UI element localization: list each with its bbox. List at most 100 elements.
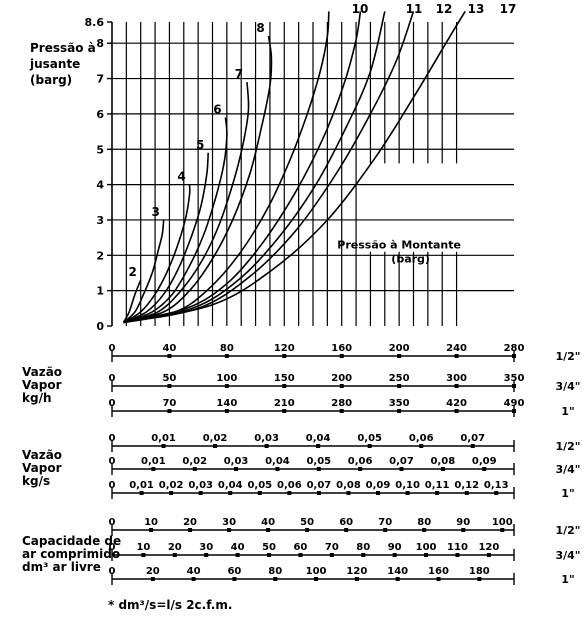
scale-tick	[257, 491, 262, 495]
scale-row: 0 40 80 120 160 200 240 280 1/2"	[109, 343, 581, 363]
scale-tick-label: 0	[109, 480, 116, 491]
scale-row: 0 0,01 0,02 0,03 0,04 0,05 0,06 0,07 1/2"	[109, 433, 581, 453]
scale-tick-label: 30	[222, 517, 236, 528]
scale-tick-label: 0,03	[188, 480, 213, 491]
scale-tick-label: 40	[261, 517, 275, 528]
scale-tick-label: 20	[183, 517, 197, 528]
scale-tick-label: 0,08	[336, 480, 361, 491]
scale-tick-label: 100	[492, 517, 513, 528]
scale-tick	[397, 354, 402, 358]
y-tick-label: 1	[96, 285, 104, 298]
scale-tick-label: 0,09	[472, 456, 497, 467]
steam-kgs-label: Vazão Vapor kg/s	[22, 449, 132, 488]
scale-tick-label: 0,07	[460, 433, 485, 444]
scale-tick-label: 0,06	[348, 456, 373, 467]
scale-size-label: 3/4"	[555, 549, 580, 562]
scale-tick-label: 160	[428, 566, 449, 577]
scale-size-label: 3/4"	[555, 380, 580, 393]
scale-tick-label: 350	[504, 373, 525, 384]
scale-tick	[305, 528, 310, 532]
scale-tick	[346, 491, 351, 495]
curve-label: 8	[256, 21, 264, 35]
scale-tick	[151, 467, 156, 471]
scale-tick	[161, 444, 166, 448]
curve-label: 12	[436, 2, 453, 16]
scale-tick	[470, 444, 475, 448]
scale-tick-label: 490	[504, 398, 525, 409]
scale-tick	[287, 491, 292, 495]
scale-tick-label: 0,01	[141, 456, 166, 467]
scale-tick-label: 180	[469, 566, 490, 577]
scale-tick	[139, 491, 144, 495]
scale-tick-label: 10	[136, 542, 150, 553]
scale-tick	[454, 354, 459, 358]
y-tick-label: 8	[96, 37, 104, 50]
scale-tick	[440, 467, 445, 471]
scale-tick	[169, 491, 174, 495]
scale-tick-label: 210	[274, 398, 295, 409]
scale-size-label: 1"	[561, 573, 574, 586]
scale-tick-label: 0,08	[431, 456, 456, 467]
scale-tick-label: 120	[274, 343, 295, 354]
scale-tick-label: 0	[109, 343, 116, 354]
scale-tick-label: 50	[300, 517, 314, 528]
scale-tick	[397, 409, 402, 413]
scale-tick-label: 0,05	[306, 456, 331, 467]
scale-tick	[150, 577, 155, 581]
scale-tick-label: 20	[146, 566, 160, 577]
scale-tick-label: 0,07	[389, 456, 414, 467]
scale-tick	[422, 528, 427, 532]
scale-tick-label: 60	[293, 542, 307, 553]
scale-row: 0 10 20 30 40 50 60 70 80 90 100 110 120 3/4"	[109, 542, 581, 562]
scale-tick-label: 120	[346, 566, 367, 577]
scale-tick-label: 20	[168, 542, 182, 553]
curve-8	[123, 35, 273, 324]
scale-tick-label: 250	[389, 373, 410, 384]
scale-tick-label: 0	[109, 398, 116, 409]
scale-tick	[367, 444, 372, 448]
scale-row: 0 10 20 30 40 50 60 70 80 90 100 1/2"	[109, 517, 581, 537]
scale-tick	[361, 553, 366, 557]
scale-tick-label: 300	[446, 373, 467, 384]
curve-10	[123, 11, 330, 324]
scale-tick	[228, 491, 233, 495]
scale-tick-label: 0	[109, 373, 116, 384]
y-tick-label: 8.6	[85, 16, 105, 29]
curve-label: 10	[352, 2, 369, 16]
scale-tick	[397, 384, 402, 388]
air-capacity-label-line: Capacidade de	[22, 534, 122, 548]
scale-tick	[167, 409, 172, 413]
scale-tick-label: 0,03	[254, 433, 279, 444]
inner-label-line: (barg)	[391, 253, 430, 266]
y-tick-label: 4	[96, 179, 104, 192]
scale-tick	[435, 491, 440, 495]
scale-tick	[486, 553, 491, 557]
curve-label: 11	[406, 2, 423, 16]
scale-tick	[316, 467, 321, 471]
scale-tick-label: 0,07	[307, 480, 332, 491]
scale-tick-label: 40	[187, 566, 201, 577]
scale-tick	[282, 384, 287, 388]
scale-row: 0 70 140 210 280 350 420 490 1"	[109, 398, 575, 418]
scale-tick-label: 0	[109, 433, 116, 444]
scale-tick-label: 0	[109, 456, 116, 467]
curve-7	[123, 82, 250, 324]
scale-tick-label: 100	[416, 542, 437, 553]
scale-tick	[477, 577, 482, 581]
steam-kgh-label-line: Vazão	[22, 365, 63, 379]
y-axis-title-line: jusante	[30, 57, 81, 71]
steam-kgh-label-line: kg/h	[22, 391, 52, 405]
scale-tick-label: 0,05	[247, 480, 272, 491]
scale-tick	[395, 577, 400, 581]
scale-tick-label: 90	[388, 542, 402, 553]
scale-tick-label: 0,02	[159, 480, 184, 491]
scale-tick	[494, 491, 499, 495]
y-tick-label: 5	[96, 143, 104, 156]
scale-tick-label: 420	[446, 398, 467, 409]
scale-tick	[358, 467, 363, 471]
scale-tick	[512, 409, 516, 413]
scale-tick-label: 100	[216, 373, 237, 384]
scale-tick	[383, 528, 388, 532]
scale-tick	[464, 491, 469, 495]
